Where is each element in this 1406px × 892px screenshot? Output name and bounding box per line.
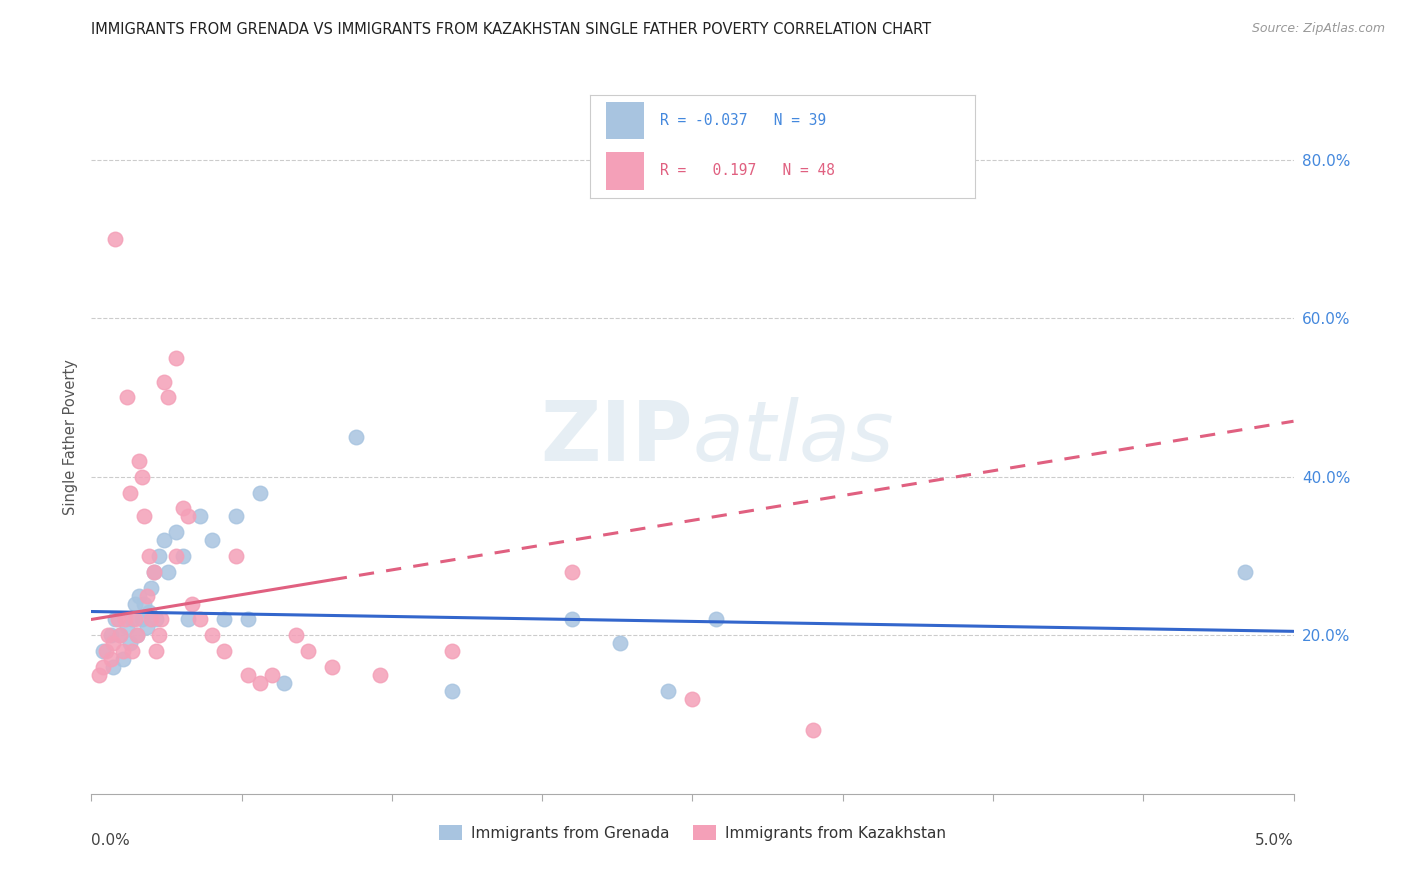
Point bbox=[165, 351, 187, 365]
Point bbox=[110, 628, 132, 642]
Point bbox=[100, 652, 122, 666]
Point bbox=[111, 644, 134, 658]
Point bbox=[152, 533, 174, 548]
Text: ZIP: ZIP bbox=[540, 397, 692, 477]
Point bbox=[172, 549, 194, 563]
Point bbox=[260, 668, 283, 682]
Point bbox=[181, 597, 204, 611]
Point bbox=[157, 391, 180, 405]
Point bbox=[121, 644, 143, 658]
Point bbox=[176, 612, 198, 626]
Point bbox=[135, 589, 157, 603]
Point bbox=[135, 620, 157, 634]
Point bbox=[93, 644, 115, 658]
Point bbox=[118, 485, 141, 500]
Point bbox=[284, 628, 307, 642]
Point bbox=[97, 628, 120, 642]
Point bbox=[561, 565, 583, 579]
Point bbox=[225, 509, 247, 524]
Point bbox=[145, 644, 167, 658]
Point bbox=[118, 636, 141, 650]
Legend: Immigrants from Grenada, Immigrants from Kazakhstan: Immigrants from Grenada, Immigrants from… bbox=[433, 819, 952, 847]
Point bbox=[441, 644, 464, 658]
Point bbox=[145, 612, 167, 626]
Point bbox=[609, 636, 631, 650]
Point bbox=[94, 644, 117, 658]
Point bbox=[368, 668, 391, 682]
Point bbox=[249, 485, 271, 500]
Point bbox=[201, 628, 224, 642]
Text: IMMIGRANTS FROM GRENADA VS IMMIGRANTS FROM KAZAKHSTAN SINGLE FATHER POVERTY CORR: IMMIGRANTS FROM GRENADA VS IMMIGRANTS FR… bbox=[91, 22, 932, 37]
Text: 0.0%: 0.0% bbox=[91, 833, 131, 848]
Point bbox=[110, 628, 132, 642]
Point bbox=[142, 565, 165, 579]
Point bbox=[152, 375, 174, 389]
Point bbox=[93, 660, 115, 674]
Point bbox=[117, 620, 139, 634]
Point bbox=[344, 430, 367, 444]
Point bbox=[165, 525, 187, 540]
Point bbox=[124, 597, 146, 611]
Point bbox=[273, 676, 295, 690]
Point bbox=[225, 549, 247, 563]
Point bbox=[249, 676, 271, 690]
Point bbox=[114, 612, 136, 626]
Point bbox=[104, 232, 127, 246]
Point bbox=[111, 652, 134, 666]
Point bbox=[104, 612, 127, 626]
Point bbox=[165, 549, 187, 563]
Point bbox=[101, 636, 124, 650]
Point bbox=[212, 644, 235, 658]
Point bbox=[134, 509, 156, 524]
Point bbox=[801, 723, 824, 738]
Point bbox=[131, 612, 153, 626]
Text: 5.0%: 5.0% bbox=[1254, 833, 1294, 848]
Point bbox=[138, 605, 160, 619]
Point bbox=[128, 454, 150, 468]
Point bbox=[441, 683, 464, 698]
Point bbox=[131, 469, 153, 483]
Text: Source: ZipAtlas.com: Source: ZipAtlas.com bbox=[1251, 22, 1385, 36]
Point bbox=[148, 628, 170, 642]
Point bbox=[107, 612, 129, 626]
Point bbox=[125, 628, 148, 642]
Point bbox=[201, 533, 224, 548]
Point bbox=[101, 660, 124, 674]
Point bbox=[100, 628, 122, 642]
Point bbox=[297, 644, 319, 658]
Point bbox=[121, 612, 143, 626]
Point bbox=[141, 581, 163, 595]
Point bbox=[657, 683, 679, 698]
Point bbox=[117, 391, 139, 405]
Point bbox=[188, 612, 211, 626]
Point bbox=[148, 549, 170, 563]
Point bbox=[681, 691, 703, 706]
Point bbox=[128, 589, 150, 603]
Point bbox=[125, 628, 148, 642]
Point bbox=[1234, 565, 1257, 579]
Point bbox=[157, 565, 180, 579]
Point bbox=[706, 612, 728, 626]
Point bbox=[124, 612, 146, 626]
Point bbox=[236, 668, 259, 682]
Point bbox=[176, 509, 198, 524]
Y-axis label: Single Father Poverty: Single Father Poverty bbox=[62, 359, 77, 515]
Text: atlas: atlas bbox=[692, 397, 894, 477]
Point bbox=[134, 597, 156, 611]
Point bbox=[142, 565, 165, 579]
Point bbox=[321, 660, 343, 674]
Point bbox=[236, 612, 259, 626]
Point bbox=[212, 612, 235, 626]
Point bbox=[561, 612, 583, 626]
Point bbox=[138, 549, 160, 563]
Point bbox=[141, 612, 163, 626]
Point bbox=[188, 509, 211, 524]
Point bbox=[87, 668, 110, 682]
Point bbox=[150, 612, 173, 626]
Point bbox=[172, 501, 194, 516]
